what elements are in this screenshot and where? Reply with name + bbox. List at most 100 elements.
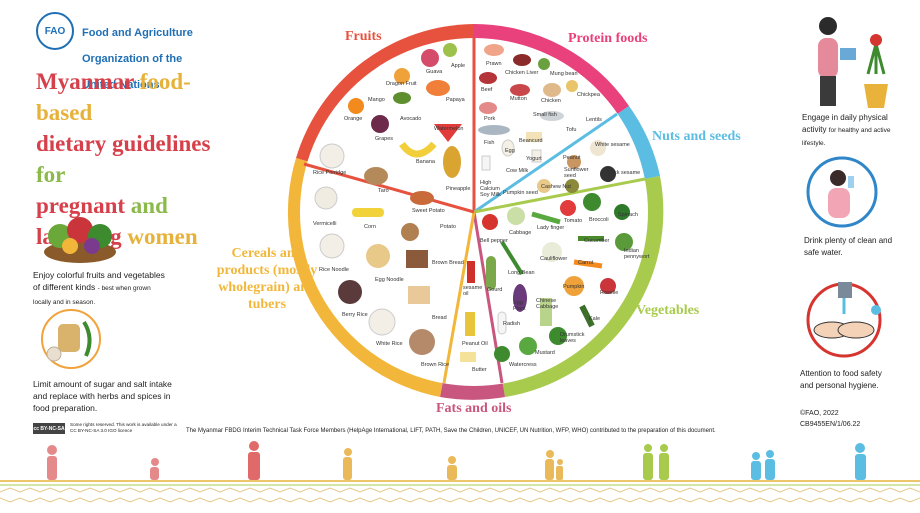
- food-label: Roselle: [600, 290, 619, 296]
- food-label: Pork: [484, 116, 496, 122]
- food-label: Yogurt: [526, 156, 542, 162]
- note-main: Engage in daily physical activity: [802, 113, 888, 134]
- cc-license-badge: cc BY-NC-SA: [33, 423, 65, 434]
- food-label: Brown Bread: [432, 260, 464, 266]
- food-label: Cow Milk: [506, 168, 529, 174]
- food-label: Mustard: [535, 350, 555, 356]
- food-label: Fish: [484, 140, 495, 146]
- food-label: Chinese Cabbage: [536, 298, 559, 310]
- food-label: Lentils: [586, 117, 602, 123]
- note-fruits-vegetables: Enjoy colorful fruits and vegetables of …: [33, 269, 168, 309]
- food-label: Dragon Fruit: [386, 81, 417, 87]
- category-nuts-seeds: Nuts and seeds: [652, 129, 741, 144]
- food-label: Kale: [589, 316, 601, 322]
- food-label: Watermelon: [434, 126, 464, 132]
- page-title: Myanmar food-based dietary guidelines fo…: [36, 66, 236, 252]
- food-label: Apple: [451, 63, 466, 69]
- organization-name: Food and Agriculture Organization of the…: [82, 14, 232, 105]
- food-label: Egg Plant: [513, 300, 526, 312]
- org-line-1: Food and Agriculture: [82, 27, 193, 39]
- food-label: Avocado: [400, 116, 422, 122]
- note-sugar-salt: Limit amount of sugar and salt intake an…: [33, 379, 172, 413]
- food-label: Tomato: [564, 218, 583, 224]
- category-cereals: Cereals and products (mostly wholegrain)…: [216, 246, 318, 312]
- cereal-illustrations: [314, 143, 435, 355]
- title-word: food-based: [36, 69, 191, 125]
- fats-illustrations: [460, 261, 476, 362]
- org-line-2: Organization of the: [82, 53, 183, 65]
- food-label: Cabbage: [509, 230, 532, 236]
- food-label: Broccoli: [589, 217, 609, 223]
- food-wheel: [287, 24, 664, 400]
- food-label: Beancurd: [519, 138, 543, 144]
- food-label: Potato: [440, 224, 456, 230]
- title-word: and: [130, 193, 168, 218]
- title-word: women: [127, 224, 198, 249]
- food-label: Lady finger: [537, 225, 565, 231]
- food-label: High Calcium Soy Milk: [480, 180, 501, 198]
- license-text: Some rights reserved. This work is avail…: [70, 422, 177, 433]
- life-stages-band: [0, 441, 920, 503]
- title-word: pregnant: [36, 193, 126, 218]
- food-label: Cauliflower: [540, 256, 568, 262]
- food-label: Banana: [416, 159, 435, 165]
- food-label: Egg Noodle: [375, 277, 404, 283]
- category-fats-oils: Fats and oils: [436, 401, 512, 416]
- category-protein-foods: Protein foods: [568, 31, 648, 46]
- contributors-text: The Myanmar FBDG Interim Technical Task …: [186, 428, 716, 434]
- note-small: - best when grown locally and in season.: [33, 285, 151, 306]
- protein-illustrations: [478, 44, 578, 171]
- food-label: Mango: [368, 97, 385, 103]
- drinking-water-icon: [806, 156, 878, 228]
- woman-watering-plant-icon: [818, 17, 888, 108]
- food-label: Indian pennywort: [624, 248, 650, 260]
- food-label: Taro: [378, 188, 389, 194]
- food-label: White sesame: [595, 142, 630, 148]
- note-physical-activity: Engage in daily physical activity for he…: [802, 112, 900, 150]
- food-label: Prawn: [486, 61, 502, 67]
- vegetables-basket-icon: [44, 217, 116, 263]
- food-label: Berry Rice: [342, 312, 368, 318]
- food-label: White Rice: [376, 341, 403, 347]
- food-label: Drumstick leaves: [560, 332, 585, 344]
- nuts-illustrations: [537, 140, 616, 193]
- title-word: dietary guidelines: [36, 131, 211, 156]
- food-label: Pineapple: [446, 186, 471, 192]
- food-label: Vermicelli: [313, 221, 337, 227]
- food-label: Chicken Liver: [505, 70, 539, 76]
- category-fruits: Fruits: [345, 29, 382, 44]
- food-label: Chickpea: [577, 92, 600, 98]
- food-label: Butter: [472, 367, 487, 373]
- food-label: Mutton: [510, 96, 527, 102]
- food-label: Chicken: [541, 98, 561, 104]
- fao-logo: FAO: [36, 12, 74, 50]
- food-label: Bread: [432, 315, 447, 321]
- title-word: for: [36, 162, 66, 187]
- food-label: Carrot: [578, 260, 594, 266]
- decorative-pattern: [0, 487, 920, 503]
- silhouette-figures: [47, 441, 260, 480]
- title-word: Myanmar: [36, 69, 134, 94]
- food-label: Pumpkin: [563, 284, 585, 290]
- note-main: Enjoy colorful fruits and vegetables of …: [33, 270, 165, 292]
- food-label: Guava: [426, 69, 443, 75]
- food-label: Rice Porridge: [313, 170, 347, 176]
- food-label: Spinach: [618, 212, 638, 218]
- food-label: Gourd: [487, 287, 503, 293]
- fruit-illustrations: [348, 43, 462, 178]
- copyright: ©FAO, 2022: [800, 410, 839, 417]
- food-label: Brown Rice: [421, 362, 450, 368]
- food-label: Mung bean: [550, 71, 578, 77]
- food-label: Watercress: [509, 362, 537, 368]
- herbs-spices-icon: [41, 309, 101, 369]
- food-label: Egg: [505, 148, 515, 154]
- vegetable-illustrations: [482, 193, 633, 362]
- food-label: Peanut: [563, 155, 581, 161]
- food-label: Pumpkin seed: [503, 190, 538, 196]
- category-vegetables: Vegetables: [636, 303, 700, 318]
- food-label: Peanut Oil: [462, 341, 488, 347]
- food-label: Grapes: [375, 136, 394, 142]
- note-drink-water: Drink plenty of clean and safe water.: [804, 236, 893, 257]
- org-line-3: United Nations: [82, 79, 160, 91]
- food-label: Cucumber: [584, 238, 610, 244]
